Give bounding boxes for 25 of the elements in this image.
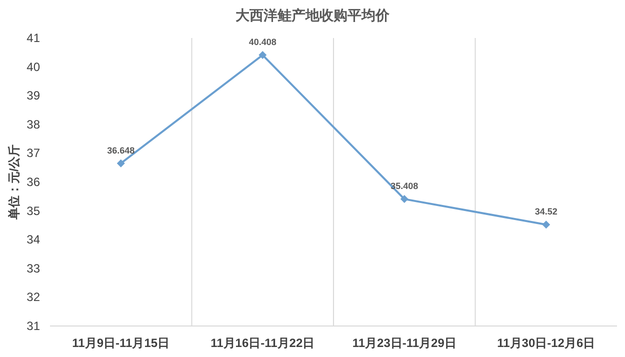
point	[116, 159, 125, 168]
chart-title: 大西洋鲑产地收购平均价	[236, 7, 390, 23]
y-tick-label: 38	[26, 117, 40, 132]
point	[542, 220, 550, 229]
y-tick-label: 32	[26, 290, 40, 304]
x-tick-label: 11月30日-12月6日	[497, 336, 596, 350]
y-tick-label: 34	[26, 232, 40, 247]
y-tick-label: 31	[26, 319, 40, 333]
data-label: 35.408	[390, 181, 418, 192]
y-tick-label: 41	[26, 31, 40, 45]
x-tick-label: 11月16日-11月22日	[210, 336, 315, 350]
point	[258, 51, 267, 60]
y-tick-label: 35	[26, 204, 40, 218]
data-label: 40.408	[248, 37, 276, 48]
point	[400, 195, 408, 204]
x-tick-label: 11月23日-11月29日	[352, 336, 456, 350]
y-tick-label: 36	[26, 175, 40, 189]
y-tick-label: 37	[26, 146, 40, 160]
y-tick-label: 39	[26, 88, 40, 103]
y-tick-label: 33	[26, 261, 40, 276]
x-tick-label: 11月9日-11月15日	[72, 336, 170, 350]
y-tick-label: 40	[26, 60, 40, 74]
data-label: 34.52	[534, 206, 558, 217]
y-axis-title: 单位：元/公斤	[7, 144, 21, 221]
data-label: 36.648	[107, 145, 135, 156]
